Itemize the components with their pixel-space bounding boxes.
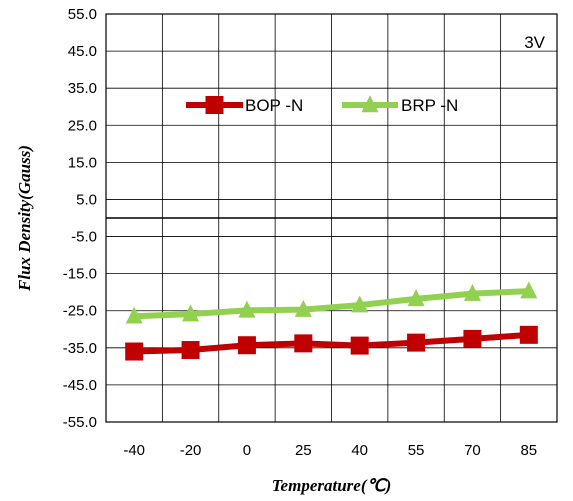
data-point [407, 289, 425, 307]
y-tick-label: 5.0 [76, 191, 97, 208]
x-tick-label: 70 [464, 442, 481, 459]
data-point [520, 281, 538, 299]
data-point [237, 336, 256, 355]
y-axis-tick-labels: 55.0 45.0 35.0 25.0 15.0 5.0 -5.0 -15.0 -25.0 -35… [63, 6, 97, 431]
series-2 [125, 281, 538, 324]
data-point [407, 333, 426, 352]
x-tick-label: 85 [520, 442, 537, 459]
data-point [125, 342, 144, 361]
data-point [519, 325, 538, 344]
legend-marker [361, 95, 379, 113]
data-point [181, 341, 200, 360]
data-point [182, 304, 200, 322]
x-tick-label: 40 [351, 442, 368, 459]
legend-item: BRP -N [342, 95, 458, 115]
data-point [351, 295, 369, 313]
series-line [134, 288, 529, 320]
y-tick-label: -55.0 [63, 414, 97, 431]
voltage-annotation: 3V [524, 33, 545, 52]
legend: BOP -N BRP -N [186, 95, 458, 115]
y-tick-label: 45.0 [68, 43, 97, 60]
series-1 [125, 325, 538, 361]
y-axis-title: Flux Density(Gauss) [15, 145, 34, 292]
x-tick-label: -20 [180, 442, 202, 459]
legend-marker [205, 96, 224, 114]
legend-label: BOP -N [245, 96, 303, 115]
data-point [463, 283, 481, 301]
x-tick-label: -40 [123, 442, 145, 459]
x-tick-label: 55 [408, 442, 425, 459]
y-tick-label: -15.0 [63, 266, 97, 283]
legend-label: BRP -N [401, 96, 458, 115]
data-point [125, 306, 143, 324]
y-tick-label: 55.0 [68, 6, 97, 23]
y-tick-label: -25.0 [63, 303, 97, 320]
legend-item: BOP -N [186, 96, 303, 115]
data-point [463, 329, 482, 348]
series-line [134, 331, 530, 355]
x-tick-label: 25 [295, 442, 312, 459]
plot-area-frame [105, 13, 558, 423]
x-tick-label: 0 [243, 442, 251, 459]
y-tick-label: -5.0 [71, 229, 97, 246]
data-point [350, 336, 369, 355]
data-point [294, 334, 313, 353]
y-tick-label: -35.0 [63, 340, 97, 357]
y-tick-label: 25.0 [68, 117, 97, 134]
data-point [238, 300, 256, 318]
y-tick-label: 15.0 [68, 154, 97, 171]
y-tick-label: -45.0 [63, 377, 97, 394]
x-axis-tick-labels: -40 -20 0 25 40 55 70 85 [123, 442, 537, 459]
y-tick-label: 35.0 [68, 80, 97, 97]
x-axis-title: Temperature(℃) [272, 476, 392, 495]
data-point [294, 299, 312, 317]
data-series [125, 281, 538, 361]
